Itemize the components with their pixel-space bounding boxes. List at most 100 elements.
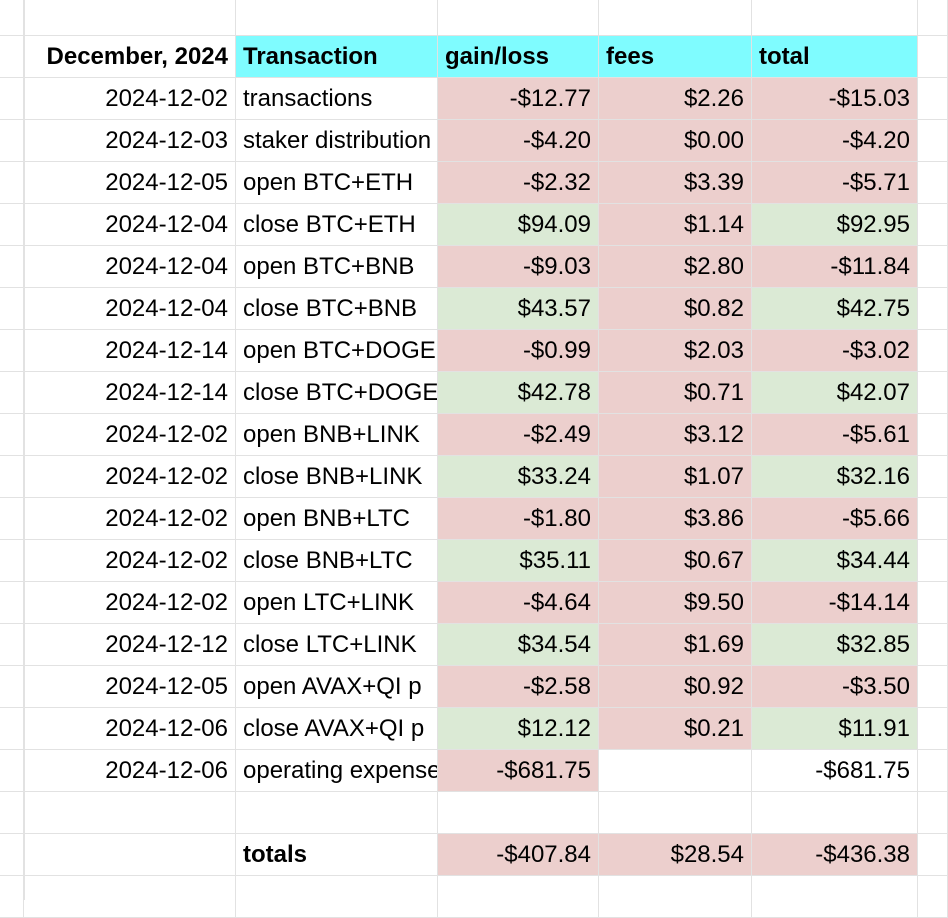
gain-loss-cell[interactable]: -$4.64 [438,582,599,624]
cell[interactable] [0,78,24,120]
cell[interactable] [918,36,948,78]
gain-loss-cell[interactable]: $94.09 [438,204,599,246]
date-cell[interactable]: 2024-12-02 [24,498,236,540]
total-cell[interactable]: -$14.14 [752,582,918,624]
total-cell[interactable]: -$681.75 [752,750,918,792]
cell[interactable] [918,792,948,834]
date-cell[interactable]: 2024-12-05 [24,162,236,204]
cell[interactable] [438,0,599,36]
total-cell[interactable]: -$11.84 [752,246,918,288]
gain-loss-cell[interactable]: -$681.75 [438,750,599,792]
fees-cell[interactable]: $3.12 [599,414,752,456]
transaction-header-cell[interactable]: Transaction [236,36,438,78]
cell[interactable] [918,750,948,792]
date-cell[interactable]: 2024-12-14 [24,330,236,372]
transaction-cell[interactable]: open AVAX+QI p [236,666,438,708]
cell[interactable] [918,834,948,876]
cell[interactable] [24,834,236,876]
fees-cell[interactable]: $0.82 [599,288,752,330]
gain-loss-cell[interactable]: -$0.99 [438,330,599,372]
cell[interactable] [0,372,24,414]
gain-loss-cell[interactable]: $33.24 [438,456,599,498]
transaction-cell[interactable]: open BTC+BNB [236,246,438,288]
date-cell[interactable]: 2024-12-04 [24,288,236,330]
transaction-cell[interactable]: close BTC+ETH [236,204,438,246]
cell[interactable] [0,540,24,582]
gain-loss-cell[interactable]: -$2.58 [438,666,599,708]
cell[interactable] [918,372,948,414]
fees-cell[interactable]: $9.50 [599,582,752,624]
fees-cell[interactable] [599,750,752,792]
fees-header-cell[interactable]: fees [599,36,752,78]
total-cell[interactable]: -$5.61 [752,414,918,456]
gain-loss-cell[interactable]: $43.57 [438,288,599,330]
gain-loss-cell[interactable]: -$1.80 [438,498,599,540]
fees-cell[interactable]: $2.26 [599,78,752,120]
cell[interactable] [918,246,948,288]
transaction-cell[interactable]: staker distribution [236,120,438,162]
cell[interactable] [438,792,599,834]
cell[interactable] [0,456,24,498]
date-cell[interactable]: 2024-12-03 [24,120,236,162]
cell[interactable] [0,834,24,876]
cell[interactable] [0,330,24,372]
cell[interactable] [918,624,948,666]
cell[interactable] [752,876,918,918]
cell[interactable] [0,624,24,666]
date-cell[interactable]: 2024-12-06 [24,750,236,792]
fees-cell[interactable]: $1.69 [599,624,752,666]
transaction-cell[interactable]: open BTC+ETH [236,162,438,204]
cell[interactable] [0,246,24,288]
cell[interactable] [0,288,24,330]
fees-cell[interactable]: $0.21 [599,708,752,750]
cell[interactable] [918,78,948,120]
transaction-cell[interactable]: close AVAX+QI p [236,708,438,750]
cell[interactable] [918,0,948,36]
transaction-cell[interactable]: close BTC+DOGE [236,372,438,414]
cell[interactable] [918,666,948,708]
fees-cell[interactable]: $2.80 [599,246,752,288]
cell[interactable] [0,414,24,456]
cell[interactable] [0,120,24,162]
cell[interactable] [24,876,236,918]
transaction-cell[interactable]: open BNB+LTC [236,498,438,540]
cell[interactable] [0,750,24,792]
cell[interactable] [0,876,24,918]
date-cell[interactable]: 2024-12-06 [24,708,236,750]
cell[interactable] [918,582,948,624]
fees-cell[interactable]: $1.07 [599,456,752,498]
totals-total-cell[interactable]: -$436.38 [752,834,918,876]
cell[interactable] [0,792,24,834]
fees-cell[interactable]: $2.03 [599,330,752,372]
date-cell[interactable]: 2024-12-02 [24,582,236,624]
cell[interactable] [752,792,918,834]
gain-loss-cell[interactable]: $42.78 [438,372,599,414]
cell[interactable] [438,876,599,918]
date-cell[interactable]: 2024-12-02 [24,78,236,120]
cell[interactable] [0,204,24,246]
transaction-cell[interactable]: close BTC+BNB [236,288,438,330]
total-cell[interactable]: -$15.03 [752,78,918,120]
month-header-cell[interactable]: December, 2024 [24,36,236,78]
cell[interactable] [918,162,948,204]
fees-cell[interactable]: $0.00 [599,120,752,162]
cell[interactable] [599,876,752,918]
gain-loss-cell[interactable]: -$2.32 [438,162,599,204]
transaction-cell[interactable]: open BNB+LINK [236,414,438,456]
cell[interactable] [236,0,438,36]
transaction-cell[interactable]: transactions [236,78,438,120]
cell[interactable] [752,0,918,36]
cell[interactable] [918,876,948,918]
cell[interactable] [236,876,438,918]
total-cell[interactable]: $32.85 [752,624,918,666]
cell[interactable] [0,666,24,708]
date-cell[interactable]: 2024-12-02 [24,456,236,498]
totals-label-cell[interactable]: totals [236,834,438,876]
gain-loss-cell[interactable]: -$12.77 [438,78,599,120]
gain-loss-cell[interactable]: -$9.03 [438,246,599,288]
total-cell[interactable]: $42.75 [752,288,918,330]
cell[interactable] [0,162,24,204]
cell[interactable] [918,204,948,246]
fees-cell[interactable]: $3.39 [599,162,752,204]
total-cell[interactable]: -$5.66 [752,498,918,540]
